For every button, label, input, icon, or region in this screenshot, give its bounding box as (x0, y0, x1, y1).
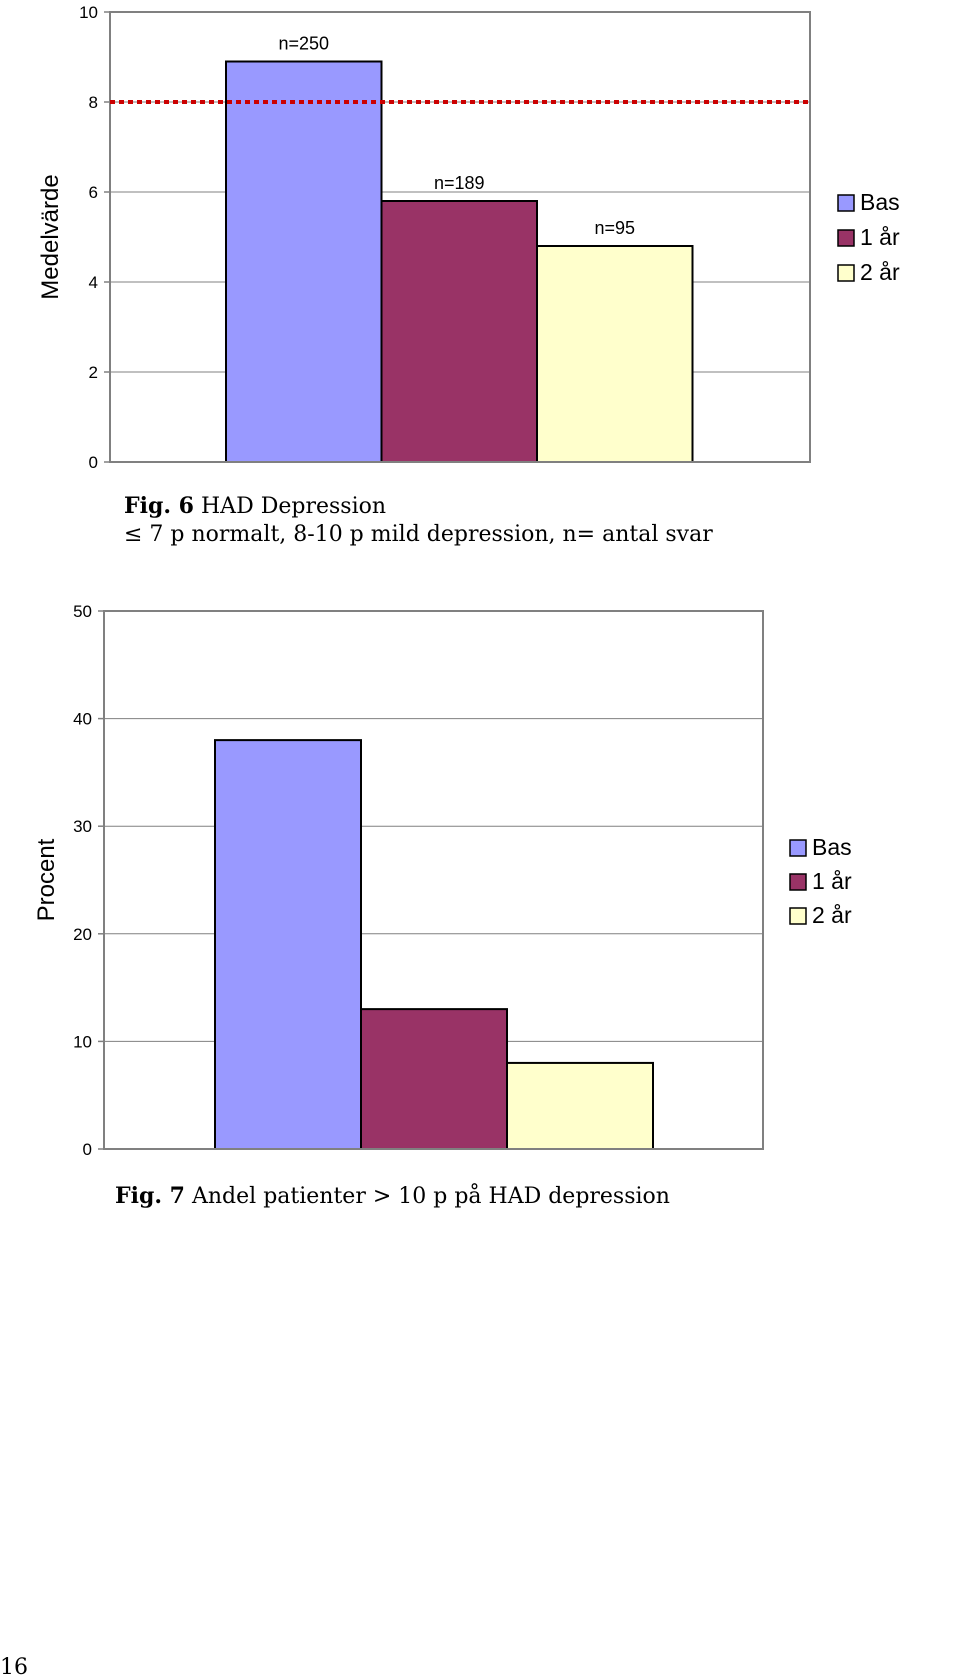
y-tick-label: 0 (83, 1140, 92, 1159)
legend-label: 1 år (860, 224, 900, 250)
y-axis-label: Medelvärde (37, 174, 64, 299)
y-tick-label: 30 (73, 817, 92, 836)
legend-label: 1 år (812, 868, 852, 894)
y-tick-label: 8 (89, 93, 98, 112)
fig7-title: Andel patienter > 10 p på HAD depression (192, 1184, 670, 1209)
y-tick-label: 0 (89, 453, 98, 472)
chart-andel-patienter: 0 10 20 30 40 50 Procent Bas 1 år 2 år (33, 602, 852, 1159)
y-axis-label: Procent (33, 838, 60, 921)
data-label: n=189 (434, 173, 485, 193)
legend-swatch (789, 873, 807, 891)
fig7-label: Fig. 7 (115, 1183, 185, 1209)
legend-label: Bas (860, 189, 900, 215)
y-tick-label: 4 (89, 273, 98, 292)
legend-swatch (837, 194, 855, 212)
legend-label: 2 år (860, 259, 900, 285)
bar-2-ar (536, 245, 694, 463)
y-tick-label: 10 (79, 3, 98, 22)
legend-label: 2 år (812, 902, 852, 928)
bar-1-ar (380, 200, 538, 463)
data-label: n=95 (594, 218, 635, 238)
fig7-caption: Fig. 7 Andel patienter > 10 p på HAD dep… (115, 1182, 670, 1211)
y-tick-label: 10 (73, 1032, 92, 1051)
y-tick-label: 50 (73, 602, 92, 621)
data-label: n=250 (278, 34, 329, 54)
fig6-title: HAD Depression (201, 494, 387, 519)
fig6-label: Fig. 6 (124, 493, 194, 519)
legend-swatch (837, 264, 855, 282)
bar-bas (214, 739, 362, 1150)
bar-1-ar (360, 1008, 508, 1150)
legend-swatch (837, 229, 855, 247)
legend-label: Bas (812, 834, 852, 860)
chart-had-depression: 0 2 4 6 8 10 n=250 n=189 n=95 Medelvärde Bas 1 år 2 … (37, 3, 900, 472)
y-tick-label: 20 (73, 925, 92, 944)
fig6-subtitle: ≤ 7 p normalt, 8-10 p mild depression, n… (124, 522, 713, 547)
bar-2-ar (506, 1061, 654, 1151)
page-number: 16 (0, 1655, 28, 1680)
legend-swatch (789, 907, 807, 925)
y-tick-label: 40 (73, 710, 92, 729)
y-tick-label: 6 (89, 183, 98, 202)
fig6-caption: Fig. 6 HAD Depression ≤ 7 p normalt, 8-1… (124, 492, 713, 549)
y-tick-label: 2 (89, 363, 98, 382)
legend-swatch (789, 839, 807, 857)
